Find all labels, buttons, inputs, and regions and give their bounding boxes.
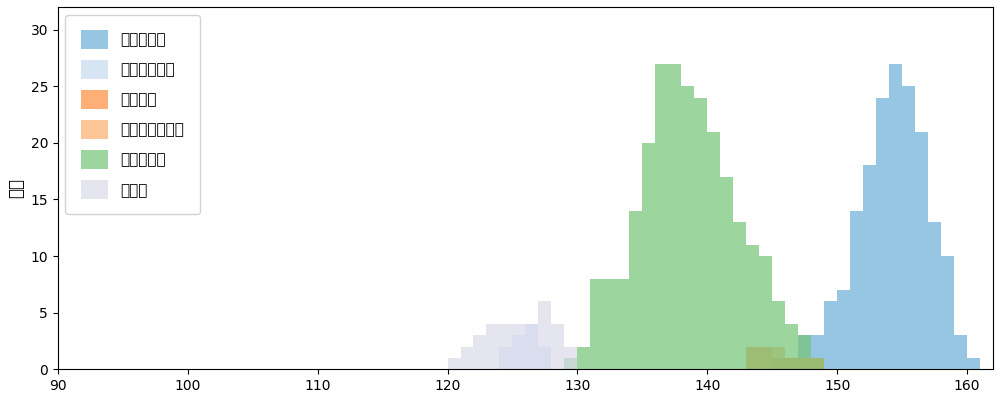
Bar (564, 347, 577, 369)
Bar (512, 335, 525, 369)
Bar (876, 98, 889, 369)
Bar (538, 347, 551, 369)
Bar (538, 301, 551, 369)
Bar (590, 279, 603, 369)
Bar (811, 358, 824, 369)
Bar (915, 132, 928, 369)
Bar (499, 324, 512, 369)
Bar (837, 290, 850, 369)
Bar (759, 256, 772, 369)
Bar (798, 358, 811, 369)
Bar (850, 211, 863, 369)
Bar (889, 64, 902, 369)
Bar (707, 132, 720, 369)
Bar (967, 358, 980, 369)
Bar (928, 222, 941, 369)
Bar (772, 301, 785, 369)
Bar (668, 64, 681, 369)
Legend: ストレート, カットボール, フォーク, チェンジアップ, スライダー, カーブ: ストレート, カットボール, フォーク, チェンジアップ, スライダー, カーブ (65, 14, 200, 214)
Bar (486, 324, 499, 369)
Bar (772, 358, 785, 369)
Bar (525, 324, 538, 369)
Bar (772, 347, 785, 369)
Bar (785, 358, 798, 369)
Bar (746, 245, 759, 369)
Bar (499, 347, 512, 369)
Bar (525, 324, 538, 369)
Bar (941, 256, 954, 369)
Bar (798, 358, 811, 369)
Bar (746, 347, 759, 369)
Bar (512, 324, 525, 369)
Bar (902, 86, 915, 369)
Bar (577, 347, 590, 369)
Bar (759, 347, 772, 369)
Bar (694, 98, 707, 369)
Bar (759, 347, 772, 369)
Bar (954, 335, 967, 369)
Bar (448, 358, 461, 369)
Bar (603, 279, 616, 369)
Bar (564, 358, 577, 369)
Bar (461, 347, 473, 369)
Bar (720, 177, 733, 369)
Bar (798, 335, 811, 369)
Bar (824, 301, 837, 369)
Bar (551, 324, 564, 369)
Bar (655, 64, 668, 369)
Bar (798, 335, 811, 369)
Bar (772, 358, 785, 369)
Bar (473, 335, 486, 369)
Bar (746, 358, 759, 369)
Bar (681, 86, 694, 369)
Bar (785, 358, 798, 369)
Bar (616, 279, 629, 369)
Bar (811, 335, 824, 369)
Bar (642, 143, 655, 369)
Bar (785, 324, 798, 369)
Bar (863, 166, 876, 369)
Bar (733, 222, 746, 369)
Bar (811, 358, 824, 369)
Bar (629, 211, 642, 369)
Bar (811, 358, 824, 369)
Y-axis label: 球数: 球数 (7, 178, 25, 198)
Bar (785, 358, 798, 369)
